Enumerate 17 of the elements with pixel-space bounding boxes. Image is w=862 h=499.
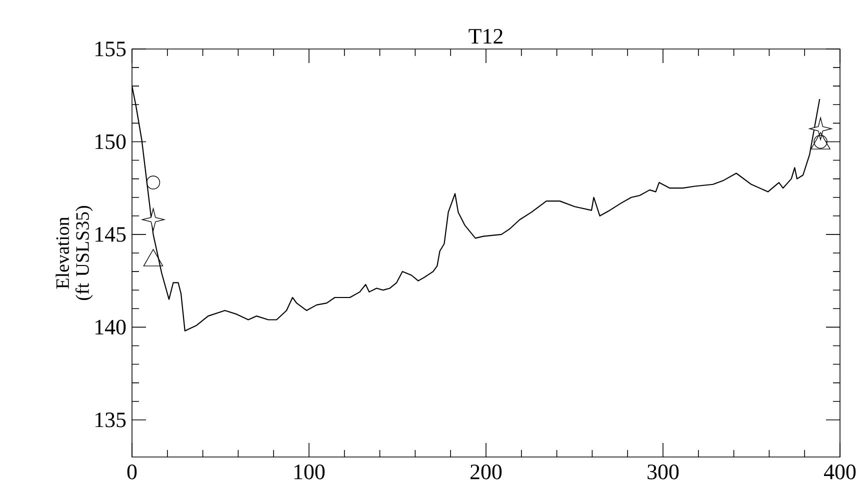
- y-tick-label: 145: [96, 227, 126, 242]
- point: [142, 208, 165, 231]
- y-tick-label: 135: [96, 412, 126, 428]
- point: [809, 117, 832, 140]
- y-tick-label: 155: [96, 42, 126, 56]
- x-tick-label: 200: [470, 464, 502, 480]
- point: [143, 249, 164, 266]
- y-axis-title: Elevation (ft USLS35): [56, 206, 93, 300]
- x-tick-label: 0: [127, 464, 137, 480]
- y-tick-label: 140: [96, 320, 126, 335]
- y-tick-label: 150: [96, 134, 126, 150]
- x-tick-label: 100: [294, 464, 325, 480]
- x-tick-label: 400: [824, 464, 856, 480]
- point: [814, 134, 828, 149]
- x-tick-label: 300: [648, 464, 679, 480]
- point: [146, 176, 160, 190]
- chart-title: T12: [468, 28, 502, 44]
